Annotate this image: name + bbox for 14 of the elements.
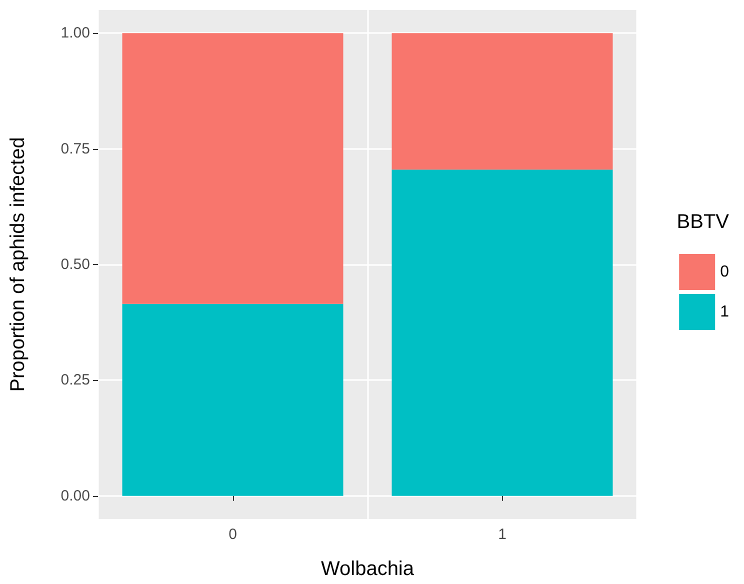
x-axis-title: Wolbachia [320, 558, 415, 580]
y-tick-label: 0.00 [60, 487, 90, 504]
y-axis-title: Proportion of aphids infected [7, 137, 29, 392]
y-tick-label: 0.25 [60, 372, 90, 389]
bar [392, 170, 613, 496]
y-tick-label: 0.50 [60, 256, 90, 273]
legend-label: 0 [720, 264, 730, 280]
legend-title: BBTV [676, 211, 730, 233]
bar [122, 304, 344, 496]
bar [392, 33, 613, 170]
y-tick-label: 1.00 [60, 24, 90, 42]
legend-label: 1 [720, 304, 730, 320]
y-tick-label: 0.75 [60, 140, 90, 158]
bar [122, 33, 344, 304]
